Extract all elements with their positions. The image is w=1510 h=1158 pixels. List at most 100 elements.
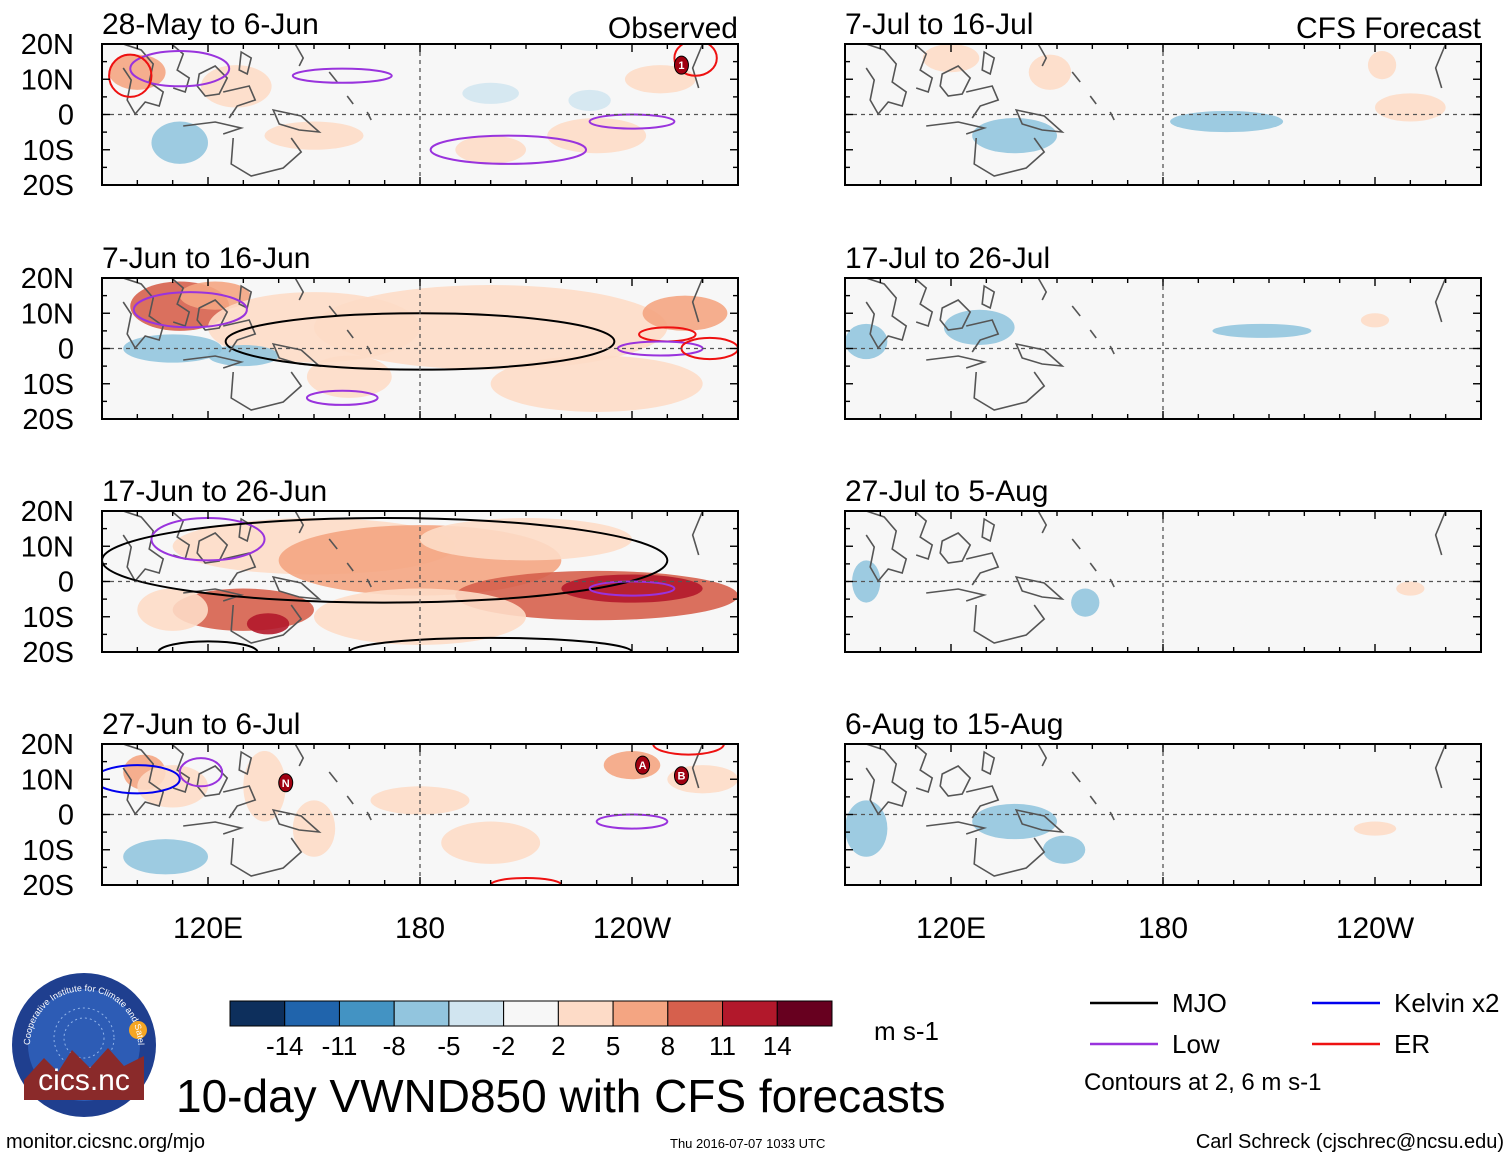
anomaly-shading: [1028, 54, 1072, 90]
anomaly-shading: [1212, 323, 1312, 338]
anomaly-shading: [561, 574, 703, 603]
column-label: CFS Forecast: [1296, 12, 1482, 45]
anomaly-shading: [943, 309, 1015, 345]
x-tick-label: 120W: [1336, 912, 1415, 945]
colorbar-tick-label: 5: [606, 1031, 620, 1061]
map-panel: 6-Aug to 15-Aug: [844, 708, 1482, 886]
colorbar-tick-label: -2: [492, 1031, 515, 1061]
contour-line: [489, 876, 563, 885]
anomaly-shading: [179, 281, 251, 310]
anomaly-shading: [208, 344, 279, 367]
colorbar-tick-label: -14: [266, 1031, 304, 1061]
y-tick-label: 20S: [22, 404, 74, 436]
colorbar-tick-label: -8: [383, 1031, 406, 1061]
y-tick-label: 10N: [21, 298, 74, 330]
anomaly-shading: [1042, 835, 1086, 864]
footer-credit: Carl Schreck (cjschrec@ncsu.edu): [1196, 1131, 1504, 1153]
contour-line: [108, 53, 153, 98]
colorbar-tick-label: -5: [437, 1031, 460, 1061]
colorbar-swatch: [284, 1000, 340, 1027]
y-tick-label: 0: [58, 567, 74, 599]
column-label: Observed: [608, 12, 738, 45]
anomaly-shading: [123, 839, 208, 875]
anomaly-shading: [490, 355, 703, 412]
svg-text:1: 1: [678, 60, 684, 72]
y-tick-label: 0: [58, 334, 74, 366]
storm-marker: N: [278, 773, 294, 793]
footer-url: monitor.cicsnc.org/mjo: [6, 1131, 205, 1153]
y-tick-label: 20S: [22, 637, 74, 669]
legend-label: Kelvin x2: [1394, 988, 1500, 1018]
colorbar-tick-label: -11: [322, 1031, 358, 1061]
storm-marker: A: [635, 755, 651, 775]
x-tick-label: 120E: [173, 912, 243, 945]
anomaly-shading: [1396, 581, 1425, 596]
colorbar-swatch: [448, 1000, 505, 1027]
y-tick-label: 10S: [22, 835, 74, 867]
contour-line: [291, 67, 393, 84]
y-tick-label: 10N: [21, 531, 74, 563]
panel-date-label: 27-Jun to 6-Jul: [102, 708, 300, 741]
map-panel: 17-Jul to 26-Jul: [844, 242, 1482, 420]
colorbar-tick-label: 8: [661, 1031, 675, 1061]
colorbar-swatch: [612, 1000, 669, 1027]
panel-date-label: 17-Jun to 26-Jun: [102, 475, 327, 508]
map-panel: 7-Jul to 16-Jul CFS Forecast: [844, 8, 1482, 186]
contour-line: [132, 291, 248, 329]
contour-line: [429, 134, 588, 165]
anomaly-shading: [1170, 110, 1284, 133]
x-tick-label: 180: [1138, 912, 1188, 945]
legend-label: MJO: [1172, 988, 1227, 1018]
colorbar-units: m s-1: [874, 1016, 939, 1046]
panel-date-label: 7-Jul to 16-Jul: [845, 8, 1033, 41]
sun-icon: [129, 1021, 147, 1039]
anomaly-shading: [441, 821, 541, 864]
y-tick-label: 10S: [22, 135, 74, 167]
contour-line: [102, 517, 669, 604]
anomaly-shading: [972, 118, 1057, 154]
anomaly-shading: [972, 803, 1057, 840]
colorbar-swatch: [557, 1000, 614, 1027]
footer-timestamp: Thu 2016-07-07 1033 UTC: [670, 1136, 825, 1151]
contour-line: [348, 636, 633, 652]
anomaly-shading: [1375, 93, 1446, 122]
legend-label: Low: [1172, 1029, 1220, 1059]
contour-line: [305, 389, 379, 406]
x-tick-label: 120E: [916, 912, 986, 945]
anomaly-shading: [922, 44, 980, 73]
anomaly-shading: [642, 295, 728, 331]
y-tick-label: 20S: [22, 170, 74, 202]
colorbar-swatch: [776, 1000, 833, 1027]
colorbar-tick-label: 14: [763, 1031, 792, 1061]
x-tick-label: 180: [395, 912, 445, 945]
y-tick-label: 0: [58, 800, 74, 832]
anomaly-shading: [1071, 588, 1100, 617]
contour-line: [673, 44, 718, 77]
svg-text:B: B: [677, 771, 685, 783]
y-tick-label: 20N: [21, 496, 74, 528]
storm-marker: B: [673, 766, 689, 786]
anomaly-shading: [123, 334, 223, 363]
contour-note: Contours at 2, 6 m s-1: [1084, 1069, 1321, 1096]
anomaly-shading: [1360, 313, 1390, 328]
svg-text:N: N: [282, 778, 290, 790]
y-tick-label: 20S: [22, 870, 74, 902]
figure-title: 10-day VWND850 with CFS forecasts: [176, 1070, 946, 1122]
anomaly-shading: [151, 121, 208, 164]
storm-marker: 1: [673, 55, 689, 75]
anomaly-shading: [200, 65, 272, 108]
anomaly-shading: [1367, 51, 1397, 80]
anomaly-shading: [462, 82, 519, 104]
colorbar-swatch: [503, 1000, 559, 1027]
contour-line: [178, 757, 224, 788]
y-tick-label: 10S: [22, 369, 74, 401]
colorbar: -14 -11 -8 -5 -2 2 5 8 11 14: [229, 1000, 833, 1061]
colorbar-swatch: [393, 1000, 450, 1027]
colorbar-swatch: [722, 1000, 778, 1027]
panel-date-label: 7-Jun to 16-Jun: [102, 242, 310, 275]
panel-date-label: 6-Aug to 15-Aug: [845, 708, 1063, 741]
